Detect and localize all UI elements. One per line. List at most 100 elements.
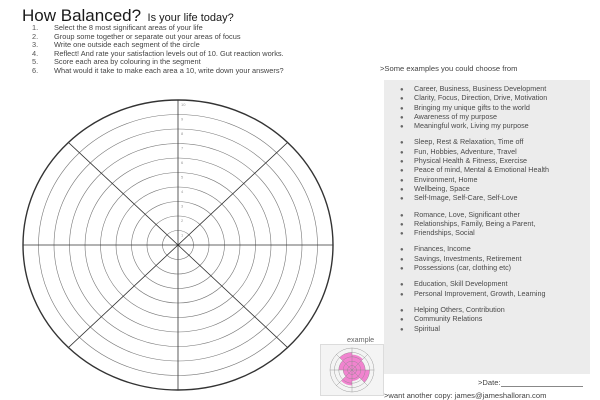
balance-wheel[interactable]: 1 2 3 4 5 6 7 8 9 10 <box>0 90 360 400</box>
example-item-label: Career, Business, Business Development <box>414 84 547 93</box>
example-item-label: Relationships, Family, Being a Parent, <box>414 218 536 228</box>
example-item: ● Personal Improvement, Growth, Learning <box>400 288 549 299</box>
example-item-label: Wellbeing, Space <box>414 183 470 193</box>
example-item-label: Helping Others, Contribution <box>414 304 505 314</box>
example-item: ● Community Relations <box>400 315 549 324</box>
title-subtitle: Is your life today? <box>147 12 234 24</box>
bullet-icon: ● <box>400 186 404 193</box>
bullet-icon: ● <box>400 114 404 121</box>
bullet-icon: ● <box>400 326 404 333</box>
bullet-icon: ● <box>400 105 404 112</box>
example-wheel <box>329 347 375 393</box>
bullet-icon: ● <box>400 212 404 219</box>
example-group: ● Education, Skill Development ● Personal I… <box>400 280 549 299</box>
instruction-item: 1. Select the 8 most significant areas of… <box>32 23 203 32</box>
instruction-item: 3. Write one outside each segment of the … <box>32 40 200 50</box>
copy-contact: >want another copy: james@jameshalloran.… <box>384 391 547 400</box>
example-item-label: Possessions (car, clothing etc) <box>414 263 512 273</box>
bullet-icon: ● <box>400 221 404 228</box>
bullet-icon: ● <box>400 247 404 254</box>
example-item: ● Education, Skill Development <box>400 280 549 289</box>
example-item: ● Savings, Investments, Retirement <box>400 253 549 264</box>
wheel-scale-label: 2 <box>181 218 184 223</box>
example-item-label: Community Relations <box>414 314 483 324</box>
example-item-label: Sleep, Rest & Relaxation, Time off <box>414 137 524 147</box>
wheel-scale-label: 5 <box>181 175 184 180</box>
example-item-label: Self-Image, Self-Care, Self-Love <box>414 193 518 203</box>
example-item: ● Physical Health & Fitness, Exercise <box>400 156 549 166</box>
example-item-label: Awareness of my purpose <box>414 111 497 121</box>
wheel-scale-label: 9 <box>181 117 184 122</box>
example-group: ● Finances, Income ● Savings, Investments, … <box>400 245 549 273</box>
example-item-label: Romance, Love, Significant other <box>414 209 520 219</box>
date-field[interactable]: >Date: <box>478 378 583 387</box>
instructions-list: 1. Select the 8 most significant areas of… <box>32 23 284 76</box>
instruction-item: 4. Reflect! And rate your satisfaction le… <box>32 48 284 58</box>
example-group: ● Romance, Love, Significant other ● Relati… <box>400 209 549 239</box>
bullet-icon: ● <box>400 177 404 184</box>
example-item: ● Wellbeing, Space <box>400 183 549 194</box>
example-item-label: Bringing my unique gifts to the world <box>414 102 530 112</box>
example-item: ● Environment, Home <box>400 175 549 185</box>
examples-list: ● Career, Business, Business Development ●… <box>400 84 550 341</box>
example-segment <box>352 354 363 370</box>
example-item: ● Finances, Income <box>400 245 549 254</box>
example-item-label: Savings, Investments, Retirement <box>414 253 522 263</box>
wheel-scale-label: 8 <box>181 131 184 136</box>
date-label: >Date: <box>478 378 501 387</box>
bullet-icon: ● <box>400 96 404 103</box>
examples-panel <box>384 80 590 374</box>
wheel-divider <box>68 142 288 348</box>
wheel-scale-label: 7 <box>181 146 184 151</box>
wheel-scale-label: 4 <box>181 189 184 194</box>
example-item-label: Friendships, Social <box>414 228 475 238</box>
example-item: ● Meaningful work, Living my purpose <box>400 122 549 131</box>
example-label: example <box>347 335 375 344</box>
example-item: ● Romance, Love, Significant other <box>400 209 549 220</box>
date-line[interactable] <box>500 379 583 387</box>
instruction-item: 6. What would it take to make each area a… <box>32 65 284 75</box>
bullet-icon: ● <box>400 307 404 314</box>
example-item: ● Career, Business, Business Development <box>400 84 549 94</box>
bullet-icon: ● <box>400 256 404 263</box>
example-segment <box>341 370 352 386</box>
bullet-icon: ● <box>400 159 404 166</box>
bullet-icon: ● <box>400 124 404 131</box>
wheel-scale-label: 6 <box>181 160 184 165</box>
example-segment <box>352 370 360 381</box>
example-segment <box>343 370 352 377</box>
bullet-icon: ● <box>400 196 404 203</box>
page-title: How Balanced? Is your life today? <box>22 6 234 26</box>
example-segment <box>339 352 352 370</box>
wheel-scale-label: 10 <box>181 102 186 107</box>
example-item: ● Sleep, Rest & Relaxation, Time off <box>400 138 549 147</box>
bullet-icon: ● <box>400 87 404 93</box>
example-thumbnail <box>320 344 384 396</box>
example-item: ● Clarity, Focus, Direction, Drive, Motiv… <box>400 94 549 103</box>
example-item: ● Self-Image, Self-Care, Self-Love <box>400 194 549 203</box>
example-item: ● Possessions (car, clothing etc) <box>400 263 549 273</box>
example-item: ● Friendships, Social <box>400 229 549 238</box>
bullet-icon: ● <box>400 231 404 238</box>
example-item-label: Personal Improvement, Growth, Learning <box>414 288 546 298</box>
example-segment <box>352 370 370 383</box>
example-item-label: Meaningful work, Living my purpose <box>414 121 529 131</box>
bullet-icon: ● <box>400 291 404 298</box>
example-divider <box>336 354 368 386</box>
bullet-icon: ● <box>400 168 404 175</box>
bullet-icon: ● <box>400 140 404 147</box>
example-segment <box>352 360 366 370</box>
example-item-label: Education, Skill Development <box>414 279 508 289</box>
instruction-item: 2. Group some together or separate out yo… <box>32 31 241 41</box>
wheel-scale-label: 3 <box>181 204 184 209</box>
example-item-label: Spiritual <box>414 323 440 333</box>
title-main: How Balanced? <box>22 6 142 25</box>
bullet-icon: ● <box>400 266 404 273</box>
example-item-label: Clarity, Focus, Direction, Drive, Motiva… <box>414 93 548 103</box>
example-item: ● Fun, Hobbies, Adventure, Travel <box>400 146 549 157</box>
example-item-label: Physical Health & Fitness, Exercise <box>414 156 528 166</box>
example-item-label: Peace of mind, Mental & Emotional Health <box>414 165 550 175</box>
example-item-label: Fun, Hobbies, Adventure, Travel <box>414 146 517 156</box>
instruction-item: 5. Score each area by colouring in the se… <box>32 57 201 67</box>
example-item: ● Relationships, Family, Being a Parent, <box>400 218 549 229</box>
